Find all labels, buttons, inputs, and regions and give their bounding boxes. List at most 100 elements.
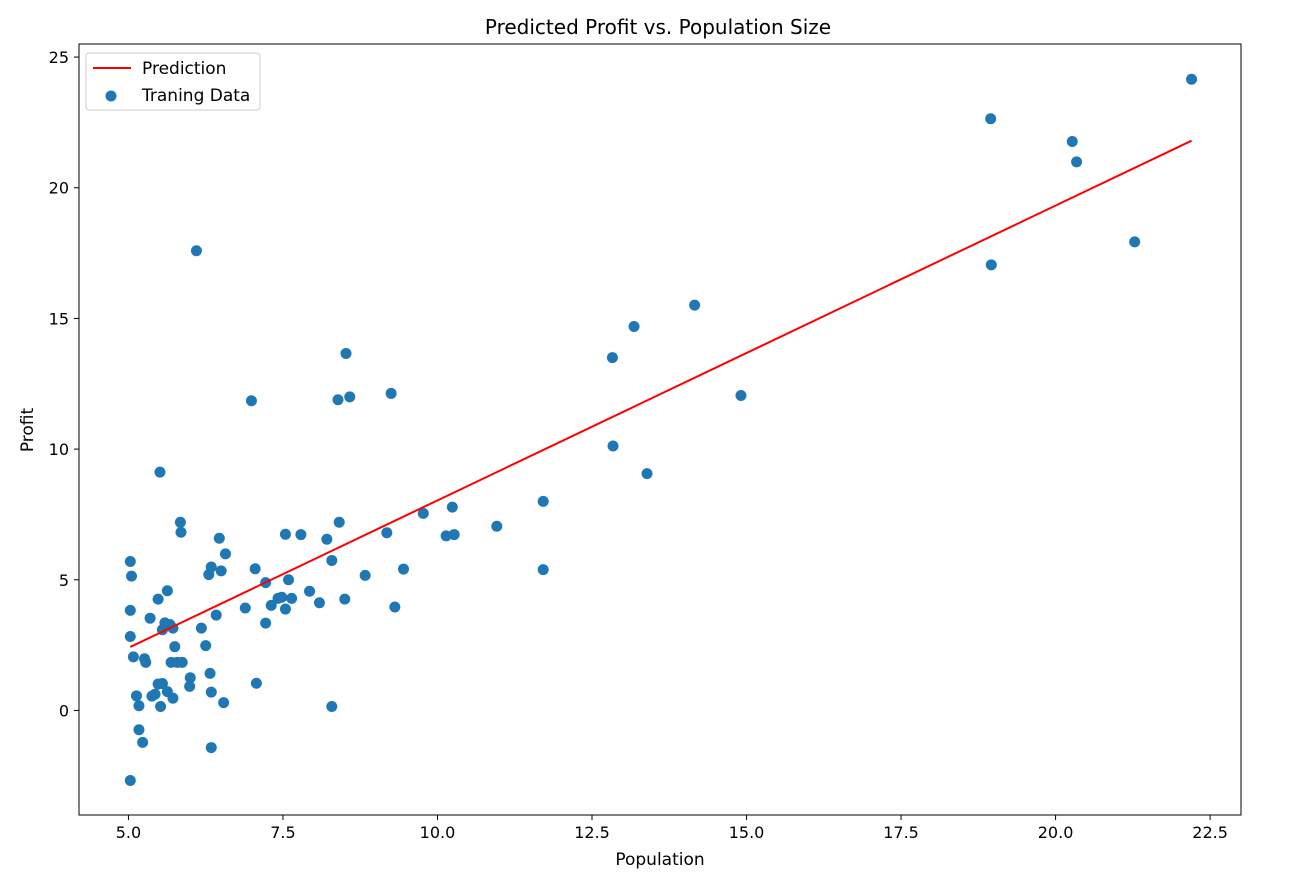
series-layer: [124, 73, 1198, 787]
data-point: [417, 507, 429, 519]
data-point: [190, 245, 202, 257]
y-tick-label: 25: [49, 48, 69, 67]
data-point: [205, 742, 217, 754]
data-point: [205, 686, 217, 698]
data-point: [628, 321, 640, 333]
prediction-line: [129, 139, 1192, 648]
data-point: [149, 688, 161, 700]
x-tick-label: 22.5: [1192, 823, 1228, 842]
x-tick-label: 5.0: [116, 823, 141, 842]
data-point: [155, 701, 167, 713]
data-point: [340, 347, 352, 359]
data-point: [210, 609, 222, 621]
data-point: [127, 651, 139, 663]
data-point: [321, 533, 333, 545]
x-tick-label: 12.5: [574, 823, 610, 842]
plot-area: 5.0 7.5 10.0 12.5 15.0 17.5 20.0 22.5 0 5 10 15 20 2…: [49, 43, 1242, 842]
x-tick-label: 7.5: [270, 823, 295, 842]
axes-frame: [78, 43, 1242, 816]
data-point: [156, 678, 168, 690]
x-tick-label: 10.0: [420, 823, 456, 842]
x-tick-label: 17.5: [883, 823, 919, 842]
data-point: [195, 622, 207, 634]
data-point: [491, 520, 503, 532]
data-point: [279, 528, 291, 540]
data-point: [1071, 156, 1083, 168]
x-tick-label: 20.0: [1038, 823, 1074, 842]
data-point: [184, 680, 196, 692]
data-point: [219, 548, 231, 560]
data-point: [176, 656, 188, 668]
data-point: [332, 394, 344, 406]
data-point: [184, 672, 196, 684]
y-tick-label: 0: [59, 701, 69, 720]
data-point: [276, 591, 288, 603]
data-point: [985, 113, 997, 125]
data-point: [446, 501, 458, 513]
data-point: [133, 700, 145, 712]
legend: Prediction Traning Data: [85, 52, 261, 111]
data-point: [260, 617, 272, 629]
data-point: [137, 736, 149, 748]
data-point: [295, 529, 307, 541]
legend-training-label: Traning Data: [141, 86, 250, 106]
data-point: [279, 603, 291, 615]
data-point: [175, 526, 187, 538]
data-point: [607, 440, 619, 452]
data-point: [339, 593, 351, 605]
data-point: [205, 561, 217, 573]
data-point: [218, 697, 230, 709]
data-point: [124, 604, 136, 616]
y-axis: 0 5 10 15 20 25: [49, 48, 79, 720]
chart-title: Predicted Profit vs. Population Size: [485, 15, 831, 39]
y-tick-label: 15: [49, 309, 69, 328]
data-point: [1066, 135, 1078, 147]
data-point: [124, 555, 136, 567]
data-point: [333, 516, 345, 528]
data-point: [213, 532, 225, 544]
data-point: [735, 390, 747, 402]
data-point: [200, 640, 212, 652]
data-point: [537, 495, 549, 507]
data-point: [283, 574, 295, 586]
data-point: [245, 395, 257, 407]
data-point: [126, 570, 138, 582]
data-point: [313, 597, 325, 609]
x-axis-label: Population: [615, 850, 704, 870]
data-point: [641, 468, 653, 480]
data-point: [689, 299, 701, 311]
y-axis-label: Profit: [18, 407, 38, 452]
data-point: [174, 516, 186, 528]
data-point: [326, 701, 338, 713]
data-point: [537, 564, 549, 576]
y-tick-label: 10: [49, 440, 69, 459]
data-point: [397, 563, 409, 575]
data-point: [130, 690, 142, 702]
data-point: [381, 527, 393, 539]
data-point: [144, 612, 156, 624]
data-point: [448, 529, 460, 541]
data-point: [152, 593, 164, 605]
data-point: [169, 641, 181, 653]
data-point: [161, 585, 173, 597]
data-point: [389, 601, 401, 613]
data-point: [140, 656, 152, 668]
legend-prediction-label: Prediction: [142, 59, 226, 79]
data-point: [1186, 73, 1198, 85]
data-point: [359, 569, 371, 581]
data-point: [385, 387, 397, 399]
y-tick-label: 5: [59, 571, 69, 590]
data-point: [286, 592, 298, 604]
legend-training-swatch: [105, 90, 117, 102]
data-point: [215, 565, 227, 577]
data-point: [985, 259, 997, 271]
data-point: [326, 554, 338, 566]
data-point: [167, 692, 179, 704]
data-point: [606, 352, 618, 364]
data-point: [249, 563, 261, 575]
y-tick-label: 20: [49, 179, 69, 198]
data-point: [124, 630, 136, 642]
x-axis: 5.0 7.5 10.0 12.5 15.0 17.5 20.0 22.5: [116, 815, 1228, 842]
